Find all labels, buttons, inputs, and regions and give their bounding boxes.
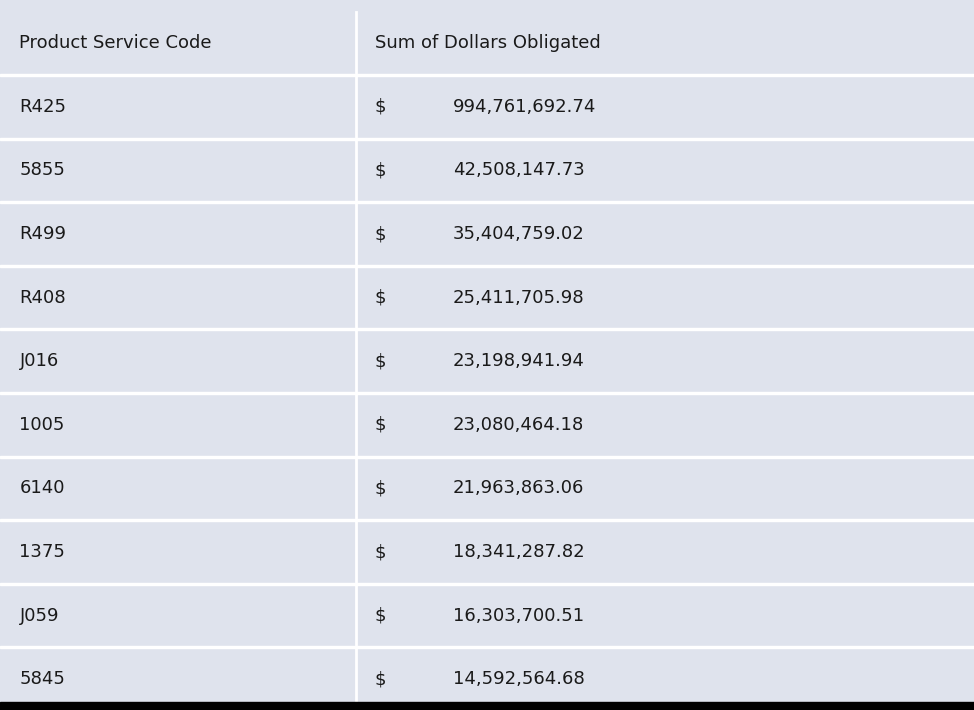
Bar bbox=[0, 648, 974, 710]
Bar bbox=[0, 521, 974, 583]
Text: 42,508,147.73: 42,508,147.73 bbox=[453, 161, 584, 180]
Text: Product Service Code: Product Service Code bbox=[19, 34, 212, 52]
Text: $: $ bbox=[375, 352, 387, 370]
Text: 5855: 5855 bbox=[19, 161, 65, 180]
Bar bbox=[0, 203, 974, 265]
Text: 18,341,287.82: 18,341,287.82 bbox=[453, 543, 584, 561]
Text: $: $ bbox=[375, 225, 387, 243]
Text: 25,411,705.98: 25,411,705.98 bbox=[453, 288, 584, 307]
Bar bbox=[0, 201, 974, 203]
Text: $: $ bbox=[375, 670, 387, 688]
Bar bbox=[0, 702, 974, 710]
Text: 16,303,700.51: 16,303,700.51 bbox=[453, 606, 584, 625]
Text: $: $ bbox=[375, 606, 387, 625]
Bar bbox=[0, 456, 974, 458]
Text: $: $ bbox=[375, 98, 387, 116]
Text: 35,404,759.02: 35,404,759.02 bbox=[453, 225, 584, 243]
Bar bbox=[0, 329, 974, 330]
Bar bbox=[0, 12, 974, 74]
Bar bbox=[0, 265, 974, 267]
Text: 1005: 1005 bbox=[19, 416, 65, 434]
Bar bbox=[0, 74, 974, 76]
Bar bbox=[0, 76, 974, 138]
Text: 6140: 6140 bbox=[19, 479, 65, 498]
Text: $: $ bbox=[375, 288, 387, 307]
Text: $: $ bbox=[375, 161, 387, 180]
Bar bbox=[0, 392, 974, 394]
Bar bbox=[0, 140, 974, 201]
Text: 23,198,941.94: 23,198,941.94 bbox=[453, 352, 584, 370]
Text: 23,080,464.18: 23,080,464.18 bbox=[453, 416, 584, 434]
Bar bbox=[0, 267, 974, 329]
Text: R425: R425 bbox=[19, 98, 66, 116]
Text: J016: J016 bbox=[19, 352, 58, 370]
Text: Sum of Dollars Obligated: Sum of Dollars Obligated bbox=[375, 34, 601, 52]
Bar bbox=[0, 585, 974, 646]
Text: 5845: 5845 bbox=[19, 670, 65, 688]
Text: 994,761,692.74: 994,761,692.74 bbox=[453, 98, 596, 116]
Text: $: $ bbox=[375, 479, 387, 498]
Bar bbox=[0, 394, 974, 456]
Bar bbox=[0, 138, 974, 140]
Text: $: $ bbox=[375, 543, 387, 561]
Text: 1375: 1375 bbox=[19, 543, 65, 561]
Bar bbox=[0, 330, 974, 392]
Bar bbox=[0, 583, 974, 585]
Text: 21,963,863.06: 21,963,863.06 bbox=[453, 479, 584, 498]
Text: $: $ bbox=[375, 416, 387, 434]
Bar bbox=[0, 646, 974, 648]
Text: R408: R408 bbox=[19, 288, 66, 307]
Text: J059: J059 bbox=[19, 606, 59, 625]
Text: R499: R499 bbox=[19, 225, 66, 243]
Bar bbox=[0, 519, 974, 521]
Text: 14,592,564.68: 14,592,564.68 bbox=[453, 670, 584, 688]
Bar bbox=[0, 458, 974, 519]
